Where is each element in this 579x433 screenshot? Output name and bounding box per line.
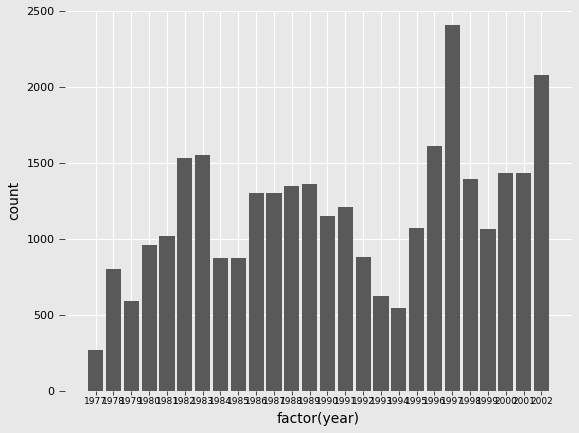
Bar: [445, 25, 460, 391]
Bar: [106, 269, 121, 391]
Bar: [159, 236, 174, 391]
Y-axis label: count: count: [7, 181, 21, 220]
Bar: [284, 186, 299, 391]
Bar: [266, 193, 281, 391]
Bar: [124, 301, 139, 391]
Bar: [356, 257, 371, 391]
Bar: [427, 146, 442, 391]
Bar: [373, 297, 389, 391]
Bar: [481, 229, 496, 391]
Bar: [248, 193, 263, 391]
Bar: [88, 349, 103, 391]
Bar: [391, 308, 406, 391]
Bar: [195, 155, 210, 391]
Bar: [142, 245, 157, 391]
Bar: [177, 158, 192, 391]
X-axis label: factor(year): factor(year): [277, 412, 360, 426]
Bar: [516, 174, 531, 391]
Bar: [213, 259, 228, 391]
Bar: [534, 75, 549, 391]
Bar: [463, 180, 478, 391]
Bar: [320, 216, 335, 391]
Bar: [338, 207, 353, 391]
Bar: [231, 259, 246, 391]
Bar: [302, 184, 317, 391]
Bar: [409, 228, 424, 391]
Bar: [498, 174, 514, 391]
